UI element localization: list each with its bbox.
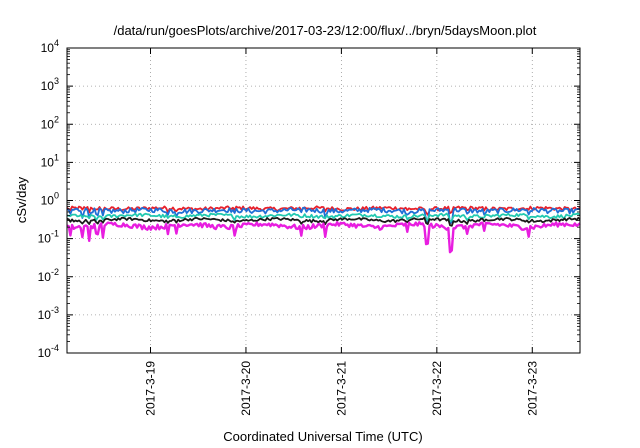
x-tick-label: 2017-3-23 [525,361,539,416]
y-tick-label: 10-4 [38,343,59,360]
series-line [66,205,581,216]
series-layer [66,205,581,254]
y-tick-base: 10 [38,270,52,284]
x-tick-label: 2017-3-20 [239,361,253,416]
y-tick-label: 104 [41,38,59,55]
y-tick-exponent: -4 [51,343,59,353]
y-tick-base: 10 [41,194,55,208]
y-tick-base: 10 [38,308,52,322]
y-tick-base: 10 [41,79,55,93]
series-line [66,212,581,223]
y-tick-base: 10 [41,155,55,169]
grid-lines [67,48,580,353]
chart-title: /data/run/goesPlots/archive/2017-03-23/1… [114,23,537,38]
y-tick-label: 100 [41,191,59,208]
x-axis-label: Coordinated Universal Time (UTC) [223,429,422,444]
series-line [66,206,581,225]
y-tick-label: 10-2 [38,267,59,284]
y-tick-label: 103 [41,76,59,93]
series-line [66,216,581,227]
x-tick-label: 2017-3-21 [334,361,348,416]
x-tick-label: 2017-3-19 [144,361,158,416]
y-tick-base: 10 [41,41,55,55]
y-tick-exponent: 2 [54,114,59,124]
axis-ticks: 10410310210110010-110-210-310-42017-3-19… [38,38,580,416]
y-tick-base: 10 [38,346,52,360]
y-tick-label: 10-3 [38,305,59,322]
y-tick-exponent: -2 [51,267,59,277]
x-tick-label: 2017-3-22 [430,361,444,416]
y-tick-base: 10 [41,117,55,131]
y-tick-exponent: 3 [54,76,59,86]
y-tick-exponent: 0 [54,191,59,201]
y-tick-exponent: -3 [51,305,59,315]
y-tick-label: 10-1 [38,229,59,246]
y-tick-exponent: 4 [54,38,59,48]
y-tick-base: 10 [38,232,52,246]
y-axis-label: cSv/day [14,176,29,223]
y-tick-exponent: -1 [51,229,59,239]
y-tick-label: 101 [41,152,59,169]
series-line [66,220,581,254]
y-tick-label: 102 [41,114,59,131]
y-tick-exponent: 1 [54,152,59,162]
plot-frame [66,47,581,354]
